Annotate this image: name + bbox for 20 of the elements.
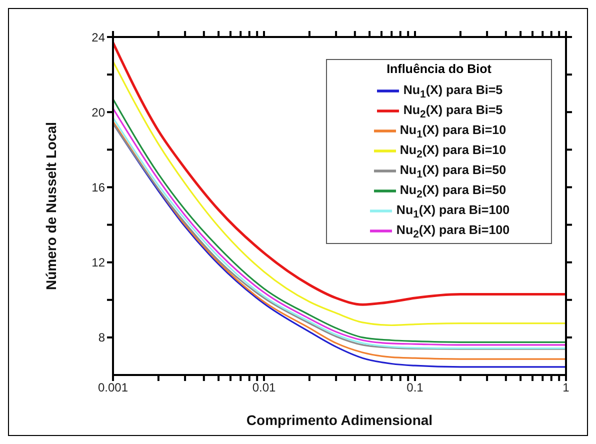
x-axis-title: Comprimento Adimensional (246, 412, 433, 428)
legend-label: Nu$_{2}$(X) para Bi=5 (403, 103, 503, 121)
legend-label: Nu$_{1}$(X) para Bi=100 (396, 203, 510, 221)
legend-label: Nu$_{2}$(X) para Bi=50 (400, 183, 506, 201)
legend-label: Nu$_{1}$(X) para Bi=10 (400, 123, 506, 141)
x-tick-label: 0.1 (406, 380, 424, 395)
y-tick-label: 12 (92, 256, 106, 270)
legend-label: Nu$_{1}$(X) para Bi=50 (400, 163, 506, 181)
y-tick-label: 20 (92, 105, 106, 120)
x-tick-label: 1 (562, 380, 570, 395)
legend-title: Influência do Biot (386, 62, 492, 76)
y-axis-title: Número de Nusselt Local (42, 122, 59, 290)
x-tick-label: 0.01 (252, 380, 276, 395)
y-tick-label: 8 (98, 330, 106, 345)
legend-label: Nu$_{1}$(X) para Bi=5 (403, 83, 503, 101)
x-tick-label: 0.001 (98, 380, 128, 395)
y-tick-label: 16 (92, 180, 106, 194)
legend-label: Nu$_{2}$(X) para Bi=100 (396, 223, 510, 241)
y-tick-label: 24 (92, 30, 106, 44)
legend-label: Nu$_{2}$(X) para Bi=10 (400, 143, 506, 161)
